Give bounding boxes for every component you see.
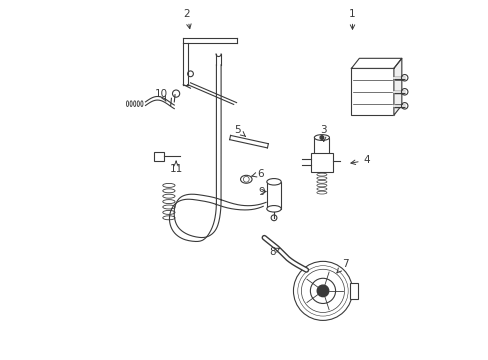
Text: 2: 2 <box>183 9 191 28</box>
Ellipse shape <box>316 180 326 183</box>
Ellipse shape <box>130 101 132 107</box>
Text: 11: 11 <box>169 161 183 174</box>
Ellipse shape <box>163 205 175 209</box>
Text: 4: 4 <box>350 155 369 165</box>
Bar <box>153 152 163 161</box>
Bar <box>314 138 329 155</box>
Text: 7: 7 <box>336 258 348 273</box>
Ellipse shape <box>163 194 175 198</box>
Ellipse shape <box>266 179 281 185</box>
Ellipse shape <box>316 173 326 176</box>
Ellipse shape <box>133 101 136 107</box>
Ellipse shape <box>163 216 175 220</box>
Polygon shape <box>351 58 401 68</box>
Bar <box>351 68 393 115</box>
Ellipse shape <box>137 101 139 107</box>
Text: 8: 8 <box>269 247 279 257</box>
Circle shape <box>317 285 328 297</box>
Text: 10: 10 <box>155 89 168 102</box>
Text: 1: 1 <box>348 9 355 29</box>
Ellipse shape <box>163 184 175 188</box>
Text: 3: 3 <box>320 125 326 141</box>
Ellipse shape <box>141 101 142 107</box>
Bar <box>310 153 332 172</box>
Ellipse shape <box>126 101 128 107</box>
Ellipse shape <box>163 189 175 193</box>
Ellipse shape <box>266 206 281 212</box>
Ellipse shape <box>163 211 175 215</box>
Polygon shape <box>393 58 401 115</box>
Text: 6: 6 <box>251 168 264 179</box>
Ellipse shape <box>316 188 326 190</box>
Ellipse shape <box>314 135 329 140</box>
Ellipse shape <box>316 191 326 194</box>
Circle shape <box>320 136 323 139</box>
Bar <box>266 182 281 209</box>
Ellipse shape <box>240 175 251 183</box>
Ellipse shape <box>316 177 326 180</box>
Text: 9: 9 <box>258 186 265 197</box>
Text: 5: 5 <box>234 125 245 136</box>
Ellipse shape <box>163 199 175 204</box>
Ellipse shape <box>316 184 326 187</box>
Bar <box>349 283 357 299</box>
